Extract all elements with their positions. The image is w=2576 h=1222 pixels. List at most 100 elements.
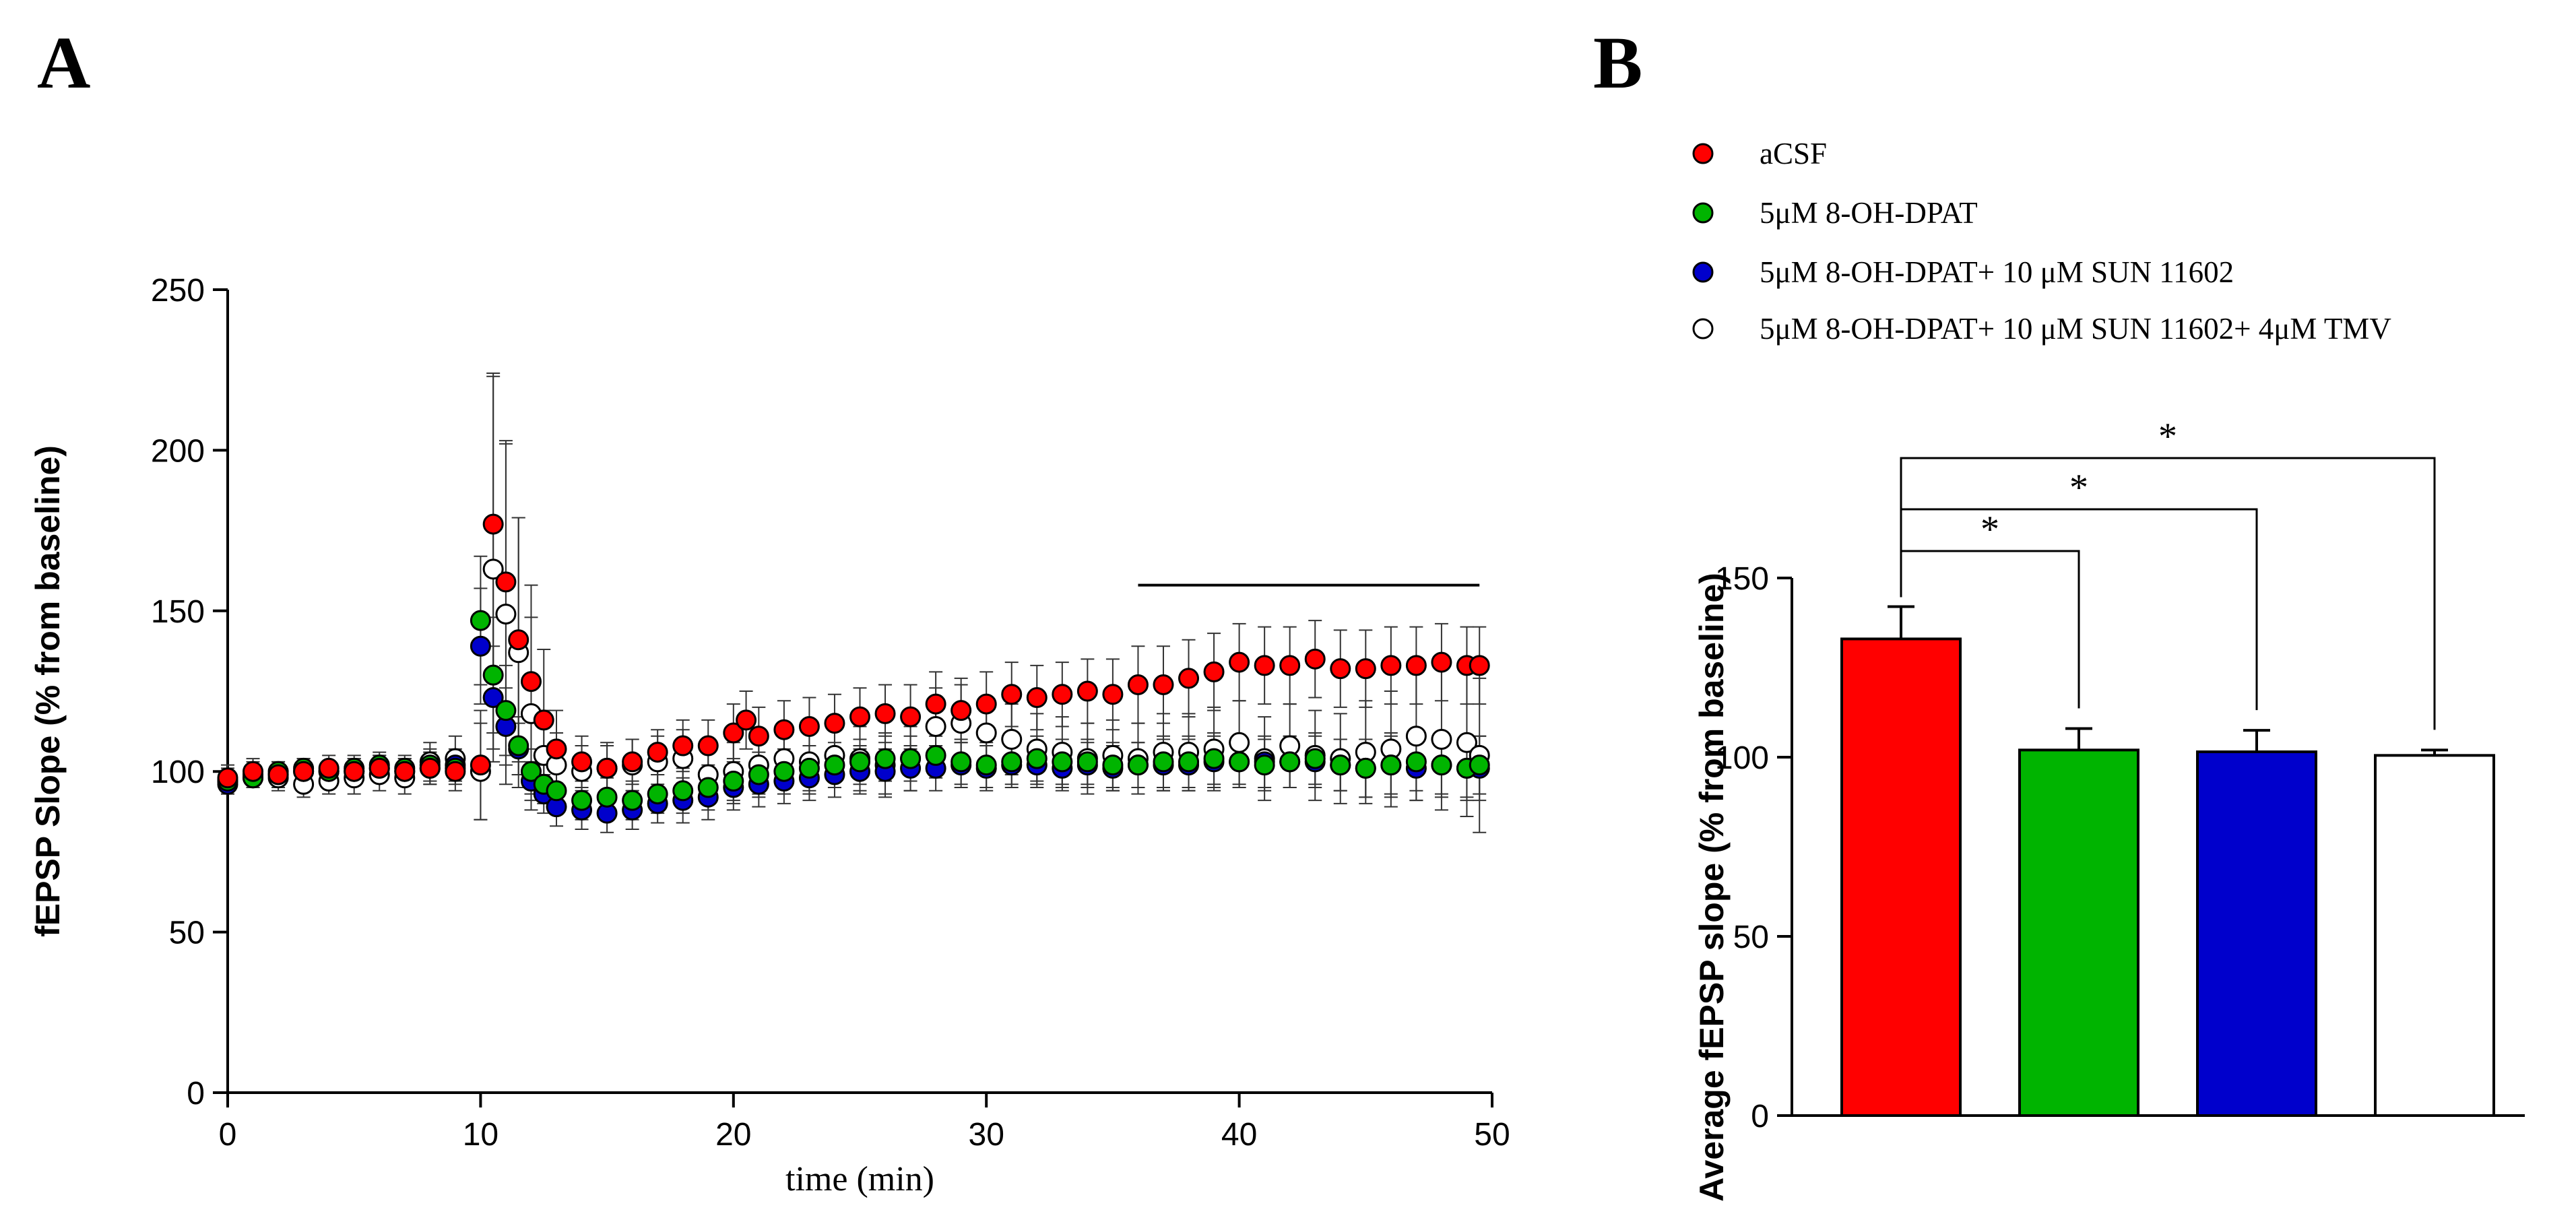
panel-a-y-tick-label: 100 [151,754,205,790]
data-point-5um-8-oh-dpat [849,751,870,773]
data-point-5um-8-oh-dpat [951,751,972,773]
data-point-acsf [1405,655,1427,676]
data-point-5um-8-oh-dpat [622,790,643,811]
data-point-acsf [1304,648,1326,670]
panel-b-y-tick-label: 150 [1715,561,1769,597]
data-point-5um-8-oh-dpat [1279,751,1301,773]
data-point-acsf [975,693,997,715]
data-point-acsf [1026,687,1048,709]
panel-a-x-tick-label: 0 [219,1117,237,1153]
legend-label-dpat-sun-tmv: 5μM 8-OH-DPAT+ 10 μM SUN 11602+ 4μM TMV [1760,312,2391,346]
panel-a-y-tick-label: 50 [169,915,205,951]
data-point-5um-8-oh-dpat-10-um-sun-11602 [470,635,491,657]
data-point-5um-8-oh-dpat [546,780,567,802]
significance-star: * [1981,509,1999,550]
significance-bracket [1900,457,2436,730]
error-bar-5um-8-oh-dpat-10-um-sun-11602 [2243,729,2270,752]
bar-acsf [1840,637,1962,1117]
data-point-acsf [622,751,643,773]
data-point-acsf [495,571,517,593]
data-point-acsf [344,761,365,782]
error-bar-acsf [1888,605,1914,639]
data-point-acsf [798,715,820,737]
data-point-acsf [1203,661,1225,682]
data-point-5um-8-oh-dpat [520,761,542,782]
data-point-5um-8-oh-dpat [1102,754,1124,776]
panel-a-x-tick-label: 30 [969,1117,1004,1153]
data-point-5um-8-oh-dpat [697,777,719,798]
data-point-acsf [723,722,744,744]
data-point-5um-8-oh-dpat [1431,754,1452,776]
data-point-acsf [596,757,618,779]
data-point-acsf [482,513,504,535]
panel-a-y-tick-label: 150 [151,594,205,630]
data-point-acsf [773,719,795,740]
legend-item-acsf: aCSF [1692,137,1827,170]
data-point-5um-8-oh-dpat-10-um-sun-11602-4um-tmv [1405,726,1427,747]
legend-item-dpat-sun: 5μM 8-OH-DPAT+ 10 μM SUN 11602 [1692,255,2234,289]
data-point-acsf [1178,668,1200,689]
data-point-acsf [1254,655,1275,676]
bar-5um-8-oh-dpat [2018,748,2139,1117]
data-point-5um-8-oh-dpat [508,735,529,757]
data-point-acsf [1330,658,1351,680]
data-point-acsf [1001,684,1023,705]
data-point-5um-8-oh-dpat [1127,754,1149,776]
data-point-acsf [951,700,972,721]
data-point-5um-8-oh-dpat [900,748,922,769]
data-point-acsf [672,735,694,757]
data-point-acsf [470,754,491,776]
data-point-5um-8-oh-dpat [1355,757,1376,779]
panel-b-y-tick-label: 0 [1751,1099,1769,1134]
legend-marker-dpat-sun [1692,261,1714,283]
data-point-acsf [697,735,719,757]
bar-5um-8-oh-dpat-10-um-sun-11602-4um-tmv [2374,754,2495,1117]
data-point-5um-8-oh-dpat [1229,751,1250,773]
data-point-acsf [318,757,340,779]
data-point-acsf [267,764,289,785]
data-point-acsf [520,671,542,693]
data-point-5um-8-oh-dpat-10-um-sun-11602-4um-tmv [925,715,946,737]
data-point-5um-8-oh-dpat [1153,751,1174,773]
data-point-5um-8-oh-dpat [874,748,896,769]
data-point-5um-8-oh-dpat [1052,751,1073,773]
panel-b-y-axis-title: Average fEPSP slope (% from baseline) [1693,573,1731,1202]
data-point-acsf [293,761,315,782]
legend-item-dpat: 5μM 8-OH-DPAT [1692,196,1978,230]
legend-label-acsf: aCSF [1760,137,1827,170]
data-point-acsf [368,757,390,779]
data-point-acsf [1153,674,1174,695]
data-point-acsf [419,757,441,779]
data-point-5um-8-oh-dpat [1001,751,1023,773]
panel-a-y-tick-label: 0 [187,1076,205,1112]
data-point-acsf [571,751,593,773]
data-point-5um-8-oh-dpat [1304,748,1326,769]
data-point-5um-8-oh-dpat [1076,751,1098,773]
data-point-acsf [736,709,757,731]
data-point-5um-8-oh-dpat [1405,751,1427,773]
data-point-5um-8-oh-dpat [482,664,504,686]
data-point-5um-8-oh-dpat [1469,754,1490,776]
data-point-5um-8-oh-dpat-10-um-sun-11602-4um-tmv [1431,729,1452,750]
data-point-acsf [394,761,416,782]
panel-a-y-tick-label: 250 [151,273,205,309]
data-point-acsf [925,693,946,715]
data-point-acsf [546,738,567,760]
data-point-acsf [1229,651,1250,673]
data-point-5um-8-oh-dpat-10-um-sun-11602-4um-tmv [1229,732,1250,753]
legend-marker-dpat [1692,202,1714,224]
data-point-acsf [1127,674,1149,695]
data-point-5um-8-oh-dpat [723,771,744,792]
data-point-5um-8-oh-dpat-10-um-sun-11602 [482,687,504,709]
data-point-acsf [445,761,466,782]
data-point-acsf [849,706,870,728]
data-point-5um-8-oh-dpat [672,780,694,802]
bar-5um-8-oh-dpat-10-um-sun-11602 [2196,750,2317,1117]
legend: aCSF 5μM 8-OH-DPAT 5μM 8-OH-DPAT+ 10 μM … [1692,137,2391,346]
significance-star: * [2069,467,2088,509]
legend-label-dpat-sun: 5μM 8-OH-DPAT+ 10 μM SUN 11602 [1760,255,2234,289]
data-point-acsf [748,726,769,747]
data-point-5um-8-oh-dpat [1178,751,1200,773]
